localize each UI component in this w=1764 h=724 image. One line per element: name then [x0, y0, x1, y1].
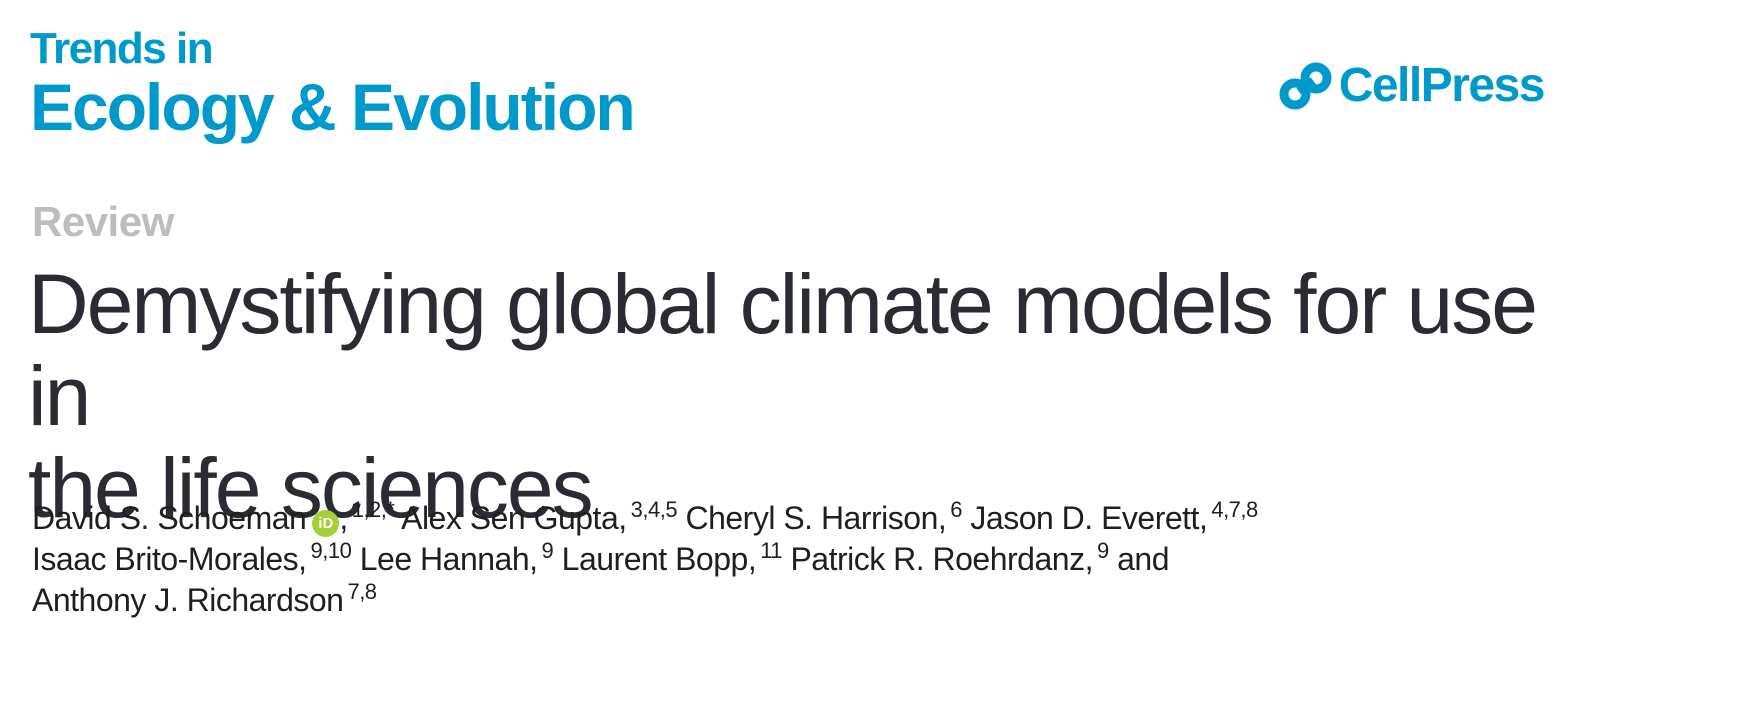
- author-name: David S. Schoeman: [32, 500, 307, 536]
- author-name: Isaac Brito-Morales,: [32, 541, 307, 577]
- orcid-icon[interactable]: iD: [312, 510, 340, 537]
- publisher-logo: CellPress: [1279, 58, 1546, 113]
- article-type: Review: [32, 198, 174, 245]
- article-title-line2: the life sciences: [28, 441, 594, 535]
- author-name: Alex Sen Gupta,: [401, 500, 627, 536]
- cellpress-logo-icon: [1279, 62, 1332, 109]
- author-name: Patrick R. Roehrdanz,: [790, 541, 1093, 577]
- author: Patrick R. Roehrdanz, 9: [790, 538, 1109, 578]
- author-affiliation: 9: [541, 538, 554, 563]
- author: Anthony J. Richardson 7,8: [32, 579, 377, 619]
- author-affiliation: 3,4,5: [630, 497, 678, 522]
- article-title: Demystifying global climate models for u…: [28, 258, 1548, 534]
- journal-name: Trends in Ecology & Evolution: [30, 24, 636, 144]
- author-name: Lee Hannah,: [359, 541, 538, 577]
- author: David S. Schoeman iD, 1,2,*: [32, 497, 395, 537]
- author-name: Anthony J. Richardson: [32, 582, 344, 618]
- article-title-line1: Demystifying global climate models for u…: [28, 257, 1538, 443]
- author-name: Cheryl S. Harrison,: [685, 500, 947, 536]
- author: Lee Hannah, 9: [359, 538, 554, 578]
- journal-name-line1: Trends in: [30, 24, 214, 73]
- author-name: Laurent Bopp,: [561, 541, 757, 577]
- author-affiliation: 6: [950, 497, 962, 522]
- author: Alex Sen Gupta, 3,4,5: [401, 497, 678, 537]
- publisher-name: CellPress: [1338, 59, 1546, 112]
- author-affiliation: 11: [760, 538, 783, 563]
- journal-name-line2: Ecology & Evolution: [30, 70, 636, 144]
- author-affiliation: 9: [1096, 538, 1109, 563]
- author-affiliation: 1,2,*: [351, 497, 395, 522]
- author-affiliation: 4,7,8: [1211, 497, 1258, 522]
- author-name: Jason D. Everett,: [970, 500, 1208, 536]
- author-list: David S. Schoeman iD, 1,2,* Alex Sen Gupta…: [32, 498, 1432, 621]
- author: Isaac Brito-Morales, 9,10: [32, 538, 352, 578]
- author: Jason D. Everett, 4,7,8: [970, 497, 1258, 537]
- author-affiliation: 9,10: [310, 538, 352, 563]
- author: Cheryl S. Harrison, 6: [685, 497, 962, 537]
- author-conjunction: and: [1117, 541, 1169, 577]
- author: Laurent Bopp, 11: [561, 538, 783, 578]
- author-affiliation: 7,8: [347, 579, 377, 604]
